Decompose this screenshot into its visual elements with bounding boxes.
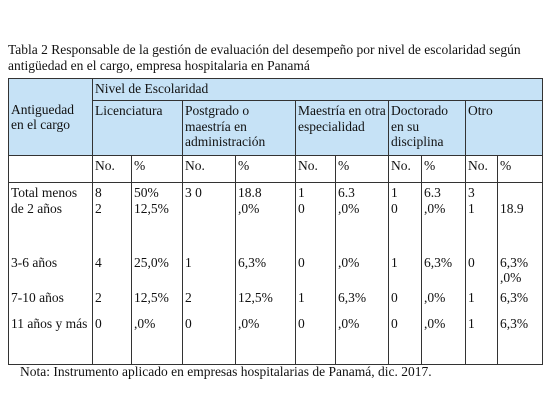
data-cell: 6,3%	[421, 252, 466, 288]
data-cell: 6,3%	[335, 287, 389, 314]
data-cell: ,0%	[131, 313, 183, 365]
data-cell: 4	[92, 252, 132, 288]
data-cell: 1	[388, 252, 422, 288]
data-cell: 1 0	[295, 182, 336, 253]
level-header: Postgrado o maestría en administración	[182, 100, 296, 156]
data-cell: 12,5%	[235, 287, 296, 314]
data-cell: 0	[182, 313, 236, 365]
sub-header: No.	[465, 155, 498, 183]
data-cell: ,0%	[335, 252, 389, 288]
data-cell: ,0%	[235, 313, 296, 365]
table-row: No.% No.% No.% No.% No.%	[8, 155, 544, 183]
data-cell: ,0%	[335, 313, 389, 365]
data-cell: ,0%	[421, 313, 466, 365]
data-cell: 0	[465, 252, 498, 288]
data-cell: 12,5%	[131, 287, 183, 314]
table-row: Total menos de 2 años 8 2 50% 12,5% 3 0 18.8…	[8, 182, 544, 253]
data-cell: 6,3%	[496, 287, 544, 314]
data-cell: 2	[92, 287, 132, 314]
data-cell: 3 0	[182, 182, 236, 253]
group-header: Nivel de Escolaridad	[91, 78, 544, 101]
corner-header: Antiguedad en el cargo	[8, 78, 93, 156]
level-header: Licenciatura	[92, 100, 183, 156]
sub-header: %	[496, 155, 544, 183]
sub-header: No.	[182, 155, 236, 183]
sub-header: %	[235, 155, 296, 183]
sub-header: %	[335, 155, 389, 183]
data-cell: 0	[388, 313, 422, 365]
data-cell: 1	[182, 252, 236, 288]
data-cell: 6,3%	[235, 252, 296, 288]
row-label: 11 años y más	[8, 313, 93, 365]
data-cell: 8 2	[92, 182, 132, 253]
table-row: 11 años y más 0,0% 0,0% 0,0% 0,0% 1 6,3%	[8, 313, 544, 365]
data-cell: 0	[295, 313, 336, 365]
row-label: 7-10 años	[8, 287, 93, 314]
table-row: 3-6 años 4 25,0% 1 6,3% 0,0% 1 6,3% 0 6,3% ,0%	[8, 252, 544, 288]
empty-cell	[8, 155, 93, 183]
data-cell: 6.3 ,0%	[421, 182, 466, 253]
table-row: Antiguedad en el cargo Nivel de Escolarid…	[8, 78, 544, 156]
data-cell: 1	[295, 287, 336, 314]
level-header: Doctorado en su disciplina	[388, 100, 466, 156]
sub-header: No.	[388, 155, 422, 183]
data-cell: 25,0%	[131, 252, 183, 288]
sub-header: No.	[295, 155, 336, 183]
table-row: Licenciatura Postgrado o maestría en admi…	[9, 100, 544, 156]
data-cell: 18.9	[496, 182, 544, 253]
data-cell: 2	[182, 287, 236, 314]
data-table: Antiguedad en el cargo Nivel de Escolarid…	[8, 78, 544, 365]
data-cell: 0	[388, 287, 422, 314]
data-cell: 0	[92, 313, 132, 365]
level-header: Otro	[464, 100, 544, 156]
data-cell: 6,3%	[496, 313, 544, 365]
row-label: 3-6 años	[8, 252, 93, 288]
data-cell: 0	[295, 252, 336, 288]
table-row: 7-10 años 2 12,5% 2 12,5% 1 6,3% 0,0% 1 6,3%	[8, 287, 544, 314]
level-header: Maestría en otra especialidad	[295, 100, 389, 156]
data-cell: 18.8 ,0%	[235, 182, 296, 253]
data-cell: 3 1	[465, 182, 498, 253]
sub-header: %	[421, 155, 466, 183]
data-cell: 6.3 ,0%	[335, 182, 389, 253]
table-title: Tabla 2 Responsable de la gestión de eva…	[8, 42, 521, 73]
sub-header: No.	[92, 155, 132, 183]
data-cell: 1	[465, 287, 498, 314]
data-cell: 50% 12,5%	[131, 182, 183, 253]
sub-header: %	[131, 155, 183, 183]
data-cell: ,0%	[421, 287, 466, 314]
data-cell: 6,3% ,0%	[496, 252, 544, 288]
row-label: Total menos de 2 años	[8, 182, 93, 253]
data-cell: 1 0	[388, 182, 422, 253]
table-note: Nota: Instrumento aplicado en empresas h…	[20, 364, 432, 379]
data-cell: 1	[465, 313, 498, 365]
